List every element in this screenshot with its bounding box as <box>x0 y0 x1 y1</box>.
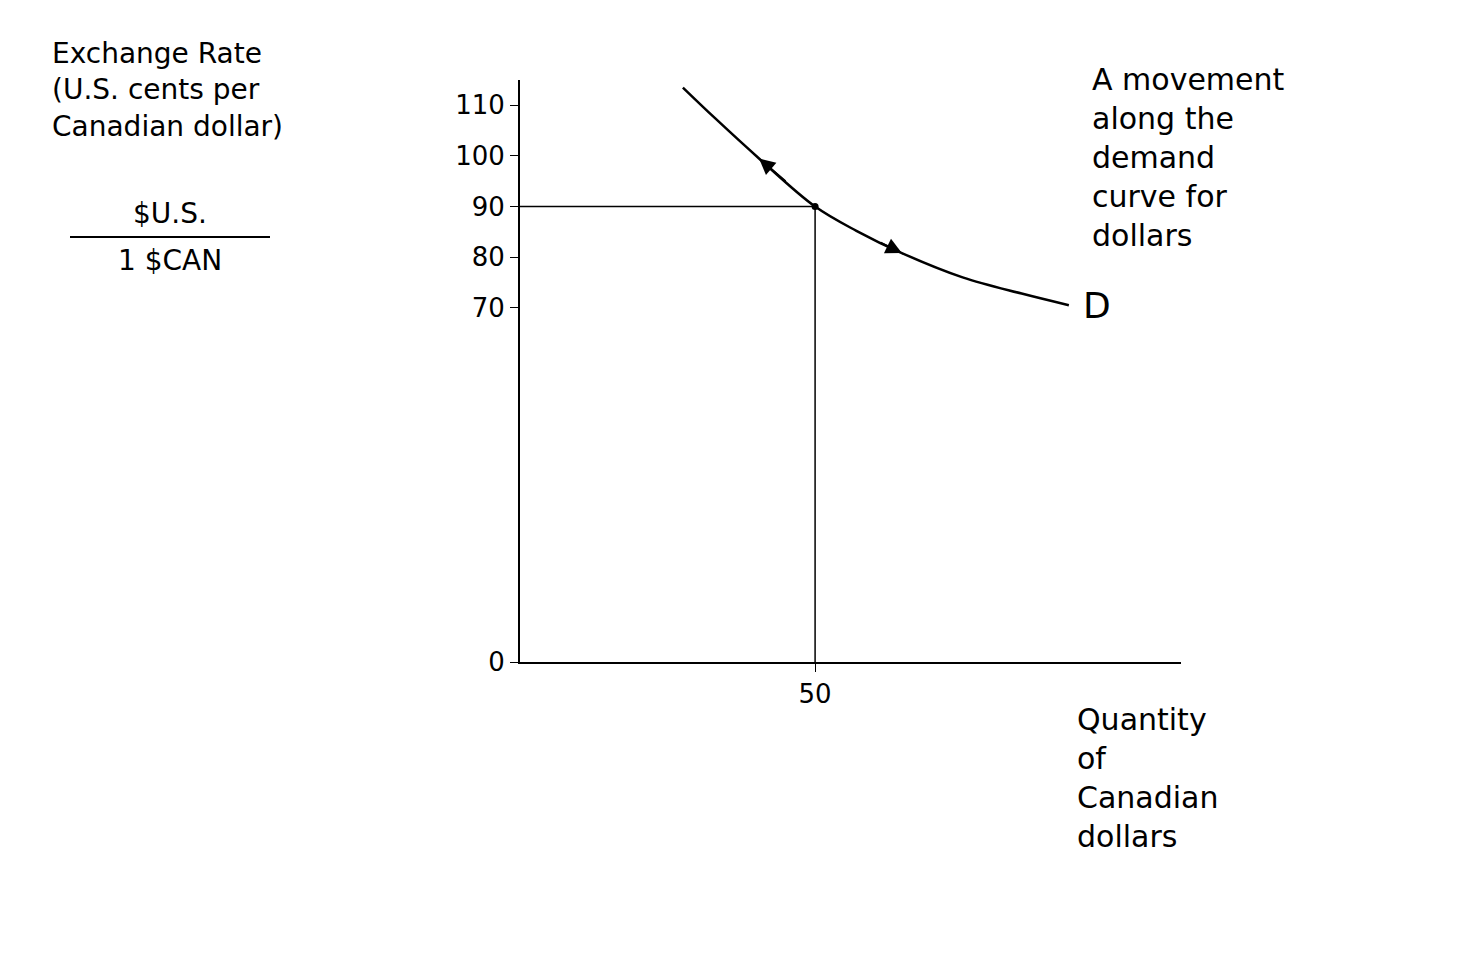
svg-text:QuantityofCanadiandollars: QuantityofCanadiandollars <box>1077 702 1219 854</box>
svg-text:90: 90 <box>472 192 505 222</box>
svg-text:1 $CAN: 1 $CAN <box>118 244 222 277</box>
svg-text:110: 110 <box>455 90 505 120</box>
svg-text:70: 70 <box>472 293 505 323</box>
svg-text:0: 0 <box>488 647 505 677</box>
svg-text:A movementalong thedemandcurve: A movementalong thedemandcurve fordollar… <box>1092 62 1285 253</box>
svg-text:$U.S.: $U.S. <box>133 197 207 230</box>
svg-text:50: 50 <box>799 679 832 709</box>
svg-text:Exchange Rate(U.S. cents perCa: Exchange Rate(U.S. cents perCanadian dol… <box>52 37 283 143</box>
svg-text:80: 80 <box>472 242 505 272</box>
svg-text:100: 100 <box>455 141 505 171</box>
svg-text:D: D <box>1083 285 1111 326</box>
